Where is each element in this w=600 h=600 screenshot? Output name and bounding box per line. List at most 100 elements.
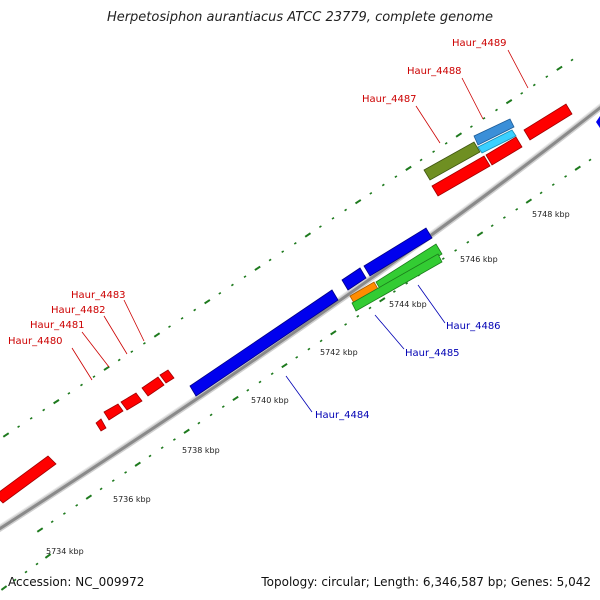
scale-label-5734: 5734 kbp xyxy=(46,547,84,556)
tick-lower-20 xyxy=(281,362,288,369)
scale-label-5746: 5746 kbp xyxy=(460,255,498,264)
tick-upper-3 xyxy=(42,408,46,412)
gene-arrow-small-reverse[interactable] xyxy=(341,267,367,291)
tick-lower-34 xyxy=(454,249,458,252)
tick-upper-4 xyxy=(53,399,60,405)
tick-lower-45 xyxy=(588,158,592,162)
tick-upper-10 xyxy=(130,350,134,353)
tick-upper-27 xyxy=(344,208,348,212)
tick-bottom-2 xyxy=(24,570,28,574)
gene-arrow-haur-4484[interactable] xyxy=(189,289,339,397)
scale-label-5744: 5744 kbp xyxy=(389,300,427,309)
accession-text: Accession: NC_009972 xyxy=(8,575,145,589)
gene-label-haur-4489[interactable]: Haur_4489 xyxy=(452,38,507,49)
tick-lower-3 xyxy=(75,504,79,507)
tick-lower-23 xyxy=(319,339,323,343)
tick-lower-27 xyxy=(368,306,372,310)
gene-label-haur-4483[interactable]: Haur_4483 xyxy=(71,290,126,301)
gene-arrow-haur-4488[interactable] xyxy=(473,118,515,146)
gene-label-haur-4488[interactable]: Haur_4488 xyxy=(407,66,462,77)
gene-arrow-haur-4485b[interactable] xyxy=(351,253,443,312)
tick-upper-13 xyxy=(168,325,171,328)
tick-upper-36 xyxy=(455,132,463,138)
tick-lower-37 xyxy=(490,224,494,228)
tick-lower-36 xyxy=(476,231,484,237)
tick-upper-31 xyxy=(394,175,398,178)
scale-label-5736: 5736 kbp xyxy=(113,495,151,504)
summary-separator-1: ; xyxy=(365,575,374,589)
summary-separator-2: ; xyxy=(503,575,511,589)
gene-arrow-haur-4481[interactable] xyxy=(103,403,124,421)
tick-upper-44 xyxy=(556,65,563,71)
tick-upper-22 xyxy=(281,250,285,253)
tick-upper-6 xyxy=(80,383,83,387)
gene-arrow-offscreen[interactable] xyxy=(596,116,600,128)
map-title: Herpetosiphon aurantiacus ATCC 23779, co… xyxy=(106,10,494,25)
tick-bottom-0 xyxy=(0,585,8,591)
tick-upper-19 xyxy=(243,275,247,278)
gene-arrow-haur-4482[interactable] xyxy=(120,392,143,411)
gene-label-haur-4486[interactable]: Haur_4486 xyxy=(446,321,501,332)
scale-label-5740: 5740 kbp xyxy=(251,396,289,405)
gene-arrow-haur-4486-blue[interactable] xyxy=(363,227,433,277)
tick-upper-33 xyxy=(419,158,423,162)
tick-bottom-3 xyxy=(35,562,39,566)
gene-arrow-haur-4489[interactable] xyxy=(523,103,573,141)
tick-row-lower xyxy=(36,158,592,533)
tick-lower-1 xyxy=(50,520,54,524)
tick-lower-18 xyxy=(258,380,262,384)
tick-row-upper xyxy=(2,58,574,438)
tick-upper-41 xyxy=(520,92,524,95)
tick-upper-9 xyxy=(117,358,121,362)
gene-arrow-haur-4487b[interactable] xyxy=(431,155,491,197)
gene-label-haur-4484[interactable]: Haur_4484 xyxy=(315,410,370,421)
tick-lower-44 xyxy=(574,165,581,171)
gene-label-haur-4482[interactable]: Haur_4482 xyxy=(51,305,106,316)
genes-count-text: Genes: 5,042 xyxy=(510,575,591,589)
gene-arrow-haur-4487[interactable] xyxy=(423,141,481,181)
tick-lower-15 xyxy=(221,405,225,408)
tick-upper-28 xyxy=(354,199,362,205)
tick-upper-8 xyxy=(103,365,110,371)
tick-row-bottom xyxy=(0,553,52,591)
tick-lower-2 xyxy=(62,512,66,515)
tick-upper-32 xyxy=(405,165,412,171)
gene-label-haur-4485[interactable]: Haur_4485 xyxy=(405,348,460,359)
tick-upper-7 xyxy=(92,375,96,378)
gene-arrow-haur-4483[interactable] xyxy=(141,376,165,397)
tick-upper-26 xyxy=(331,217,335,220)
tick-upper-23 xyxy=(293,242,297,245)
tick-bottom-4 xyxy=(44,553,52,559)
tick-lower-7 xyxy=(124,471,128,474)
tick-upper-2 xyxy=(29,417,33,420)
tick-lower-33 xyxy=(441,257,445,260)
forward-genes xyxy=(0,103,600,504)
tick-lower-0 xyxy=(36,527,44,533)
gene-label-haur-4480[interactable]: Haur_4480 xyxy=(8,336,63,347)
tick-upper-1 xyxy=(17,425,21,428)
tick-lower-25 xyxy=(344,323,348,326)
gene-arrow-haur-4483b[interactable] xyxy=(159,369,175,384)
genome-summary: Topology: circular; Length: 6,346,587 bp… xyxy=(261,575,591,589)
tick-lower-4 xyxy=(85,494,93,500)
tick-upper-11 xyxy=(142,342,146,345)
tick-lower-29 xyxy=(392,290,396,293)
tick-upper-45 xyxy=(570,58,574,62)
tick-lower-22 xyxy=(307,347,311,351)
gene-label-haur-4487[interactable]: Haur_4487 xyxy=(362,94,417,105)
gene-arrow-haur-4480[interactable] xyxy=(95,418,107,432)
tick-lower-41 xyxy=(539,191,543,195)
tick-upper-14 xyxy=(180,317,184,320)
tick-lower-10 xyxy=(160,446,164,450)
scale-label-5738: 5738 kbp xyxy=(182,446,220,455)
tick-upper-34 xyxy=(432,150,436,153)
tick-upper-18 xyxy=(230,283,234,287)
tick-lower-17 xyxy=(246,388,250,392)
gene-arrow-haur-4488c[interactable] xyxy=(485,136,523,166)
gene-arrow-left-edge[interactable] xyxy=(0,455,57,504)
gene-label-haur-4481[interactable]: Haur_4481 xyxy=(30,320,85,331)
tick-upper-15 xyxy=(193,308,197,312)
tick-lower-35 xyxy=(466,240,470,244)
gene-arrow-haur-4488b[interactable] xyxy=(477,129,517,154)
